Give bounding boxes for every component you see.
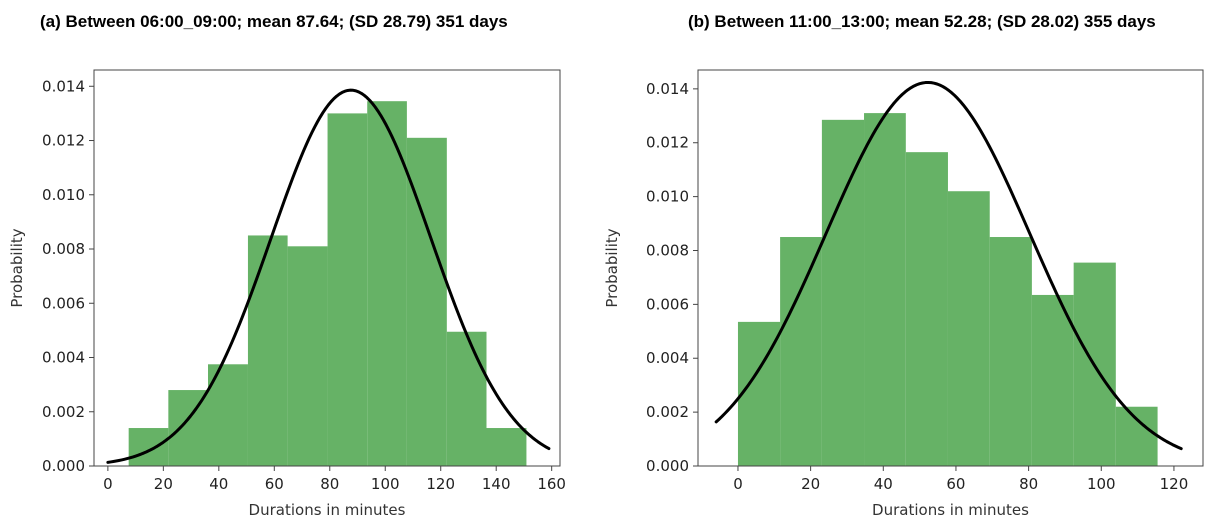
chart-b-ytick-label-3: 0.006 xyxy=(646,295,689,313)
chart-b-bar-4 xyxy=(905,152,948,466)
chart-b-ylabel: Probability xyxy=(603,228,621,307)
chart-b-bars xyxy=(737,113,1158,466)
chart-b-bar-1 xyxy=(780,237,822,466)
chart-b-bar-6 xyxy=(989,237,1032,466)
chart-b-bar-2 xyxy=(821,119,865,466)
chart-b-bar-3 xyxy=(864,113,906,466)
chart-b-ytick-label-7: 0.014 xyxy=(646,80,689,98)
chart-a-frame xyxy=(93,69,561,467)
chart-a-xtick-label-3: 60 xyxy=(265,475,284,493)
chart-a-bar-9 xyxy=(486,428,527,466)
chart-b-bar-5 xyxy=(947,191,990,466)
chart-a-bar-3 xyxy=(247,235,288,466)
chart-b-bar-9 xyxy=(1115,406,1158,466)
chart-b-ytick-label-5: 0.010 xyxy=(646,188,689,206)
chart-a-xtick-label-5: 100 xyxy=(371,475,400,493)
chart-a-xtick-label-0: 0 xyxy=(103,475,113,493)
chart-b-xtick-label-2: 40 xyxy=(874,475,893,493)
chart-a-xlabel: Durations in minutes xyxy=(249,501,406,519)
chart-a-ylabel: Probability xyxy=(8,228,26,307)
chart-b-frame xyxy=(697,69,1204,467)
chart-a-ytick-label-6: 0.012 xyxy=(42,132,85,150)
chart-a-ytick-label-0: 0.000 xyxy=(42,457,85,475)
chart-a-bar-0 xyxy=(128,428,169,466)
chart-a-ytick-label-7: 0.014 xyxy=(42,77,85,95)
chart-b-xtick-label-1: 20 xyxy=(801,475,820,493)
chart-a-bar-8 xyxy=(446,331,487,466)
chart-a-ytick-label-4: 0.008 xyxy=(42,240,85,258)
chart-a-xtick-label-6: 120 xyxy=(426,475,455,493)
chart-a-ytick-label-2: 0.004 xyxy=(42,349,85,367)
chart-a-ytick-label-1: 0.002 xyxy=(42,403,85,421)
chart-b-xtick-label-6: 120 xyxy=(1160,475,1189,493)
chart-a-ytick-label-5: 0.010 xyxy=(42,186,85,204)
chart-b-ytick-label-1: 0.002 xyxy=(646,403,689,421)
chart-b-xtick-label-5: 100 xyxy=(1087,475,1116,493)
chart-b-normal-curve xyxy=(714,80,1183,451)
chart-a-xtick-label-1: 20 xyxy=(154,475,173,493)
chart-b-xtick-label-0: 0 xyxy=(733,475,743,493)
chart-a-xtick-label-4: 80 xyxy=(320,475,339,493)
chart-b-xlabel: Durations in minutes xyxy=(872,501,1029,519)
chart-a-xtick-label-7: 140 xyxy=(482,475,511,493)
chart-a-ytick-label-3: 0.006 xyxy=(42,294,85,312)
chart-a-title: (a) Between 06:00_09:00; mean 87.64; (SD… xyxy=(40,12,508,31)
chart-a-normal-curve xyxy=(106,88,551,464)
chart-b-bar-7 xyxy=(1031,294,1074,466)
chart-a-bar-6 xyxy=(367,101,407,467)
chart-b-ytick-label-2: 0.004 xyxy=(646,349,689,367)
chart-b-ytick-label-0: 0.000 xyxy=(646,457,689,475)
chart-b-ytick-label-4: 0.008 xyxy=(646,241,689,259)
chart-b-ytick-label-6: 0.012 xyxy=(646,134,689,152)
chart-a-xtick-label-2: 40 xyxy=(209,475,228,493)
chart-b-title: (b) Between 11:00_13:00; mean 52.28; (SD… xyxy=(688,12,1156,31)
chart-a-bar-4 xyxy=(287,246,328,466)
chart-b-xtick-label-3: 60 xyxy=(946,475,965,493)
chart-a-bar-5 xyxy=(327,113,368,466)
chart-b-xtick-label-4: 80 xyxy=(1019,475,1038,493)
chart-a-xtick-label-8: 160 xyxy=(537,475,566,493)
